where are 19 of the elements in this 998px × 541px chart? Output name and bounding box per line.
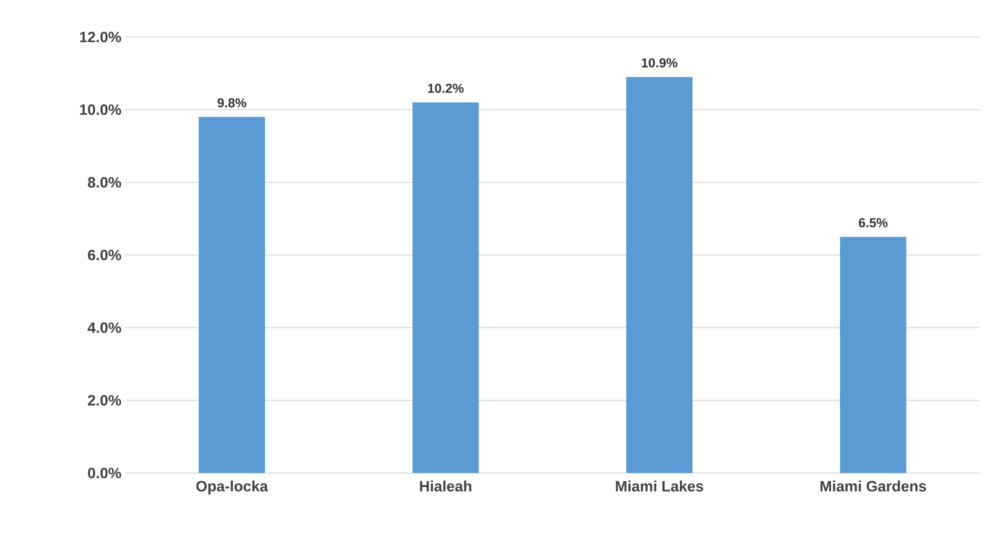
bar: [198, 116, 266, 473]
y-tick-label: 10.0%: [80, 104, 122, 115]
bar: [626, 76, 693, 473]
x-tick-label: Miami Gardens: [820, 480, 926, 492]
y-tick-label: 4.0%: [88, 322, 122, 333]
y-tick-label: 12.0%: [80, 32, 122, 42]
y-tick-label: 6.0%: [88, 250, 122, 260]
x-tick-label: Opa-locka: [196, 480, 268, 494]
y-tick-label: 8.0%: [88, 177, 122, 188]
bar: [840, 236, 906, 473]
data-label: 9.8%: [218, 98, 246, 108]
y-tick-label: 2.0%: [88, 395, 122, 406]
data-label: 10.9%: [642, 58, 678, 68]
y-tick-label: 0.0%: [88, 468, 122, 478]
x-tick-label: Hialeah: [420, 480, 472, 492]
x-tick-label: Miami Lakes: [616, 480, 704, 492]
data-label: 6.5%: [858, 218, 888, 228]
bar: [412, 102, 479, 473]
data-label: 10.2%: [428, 84, 464, 93]
